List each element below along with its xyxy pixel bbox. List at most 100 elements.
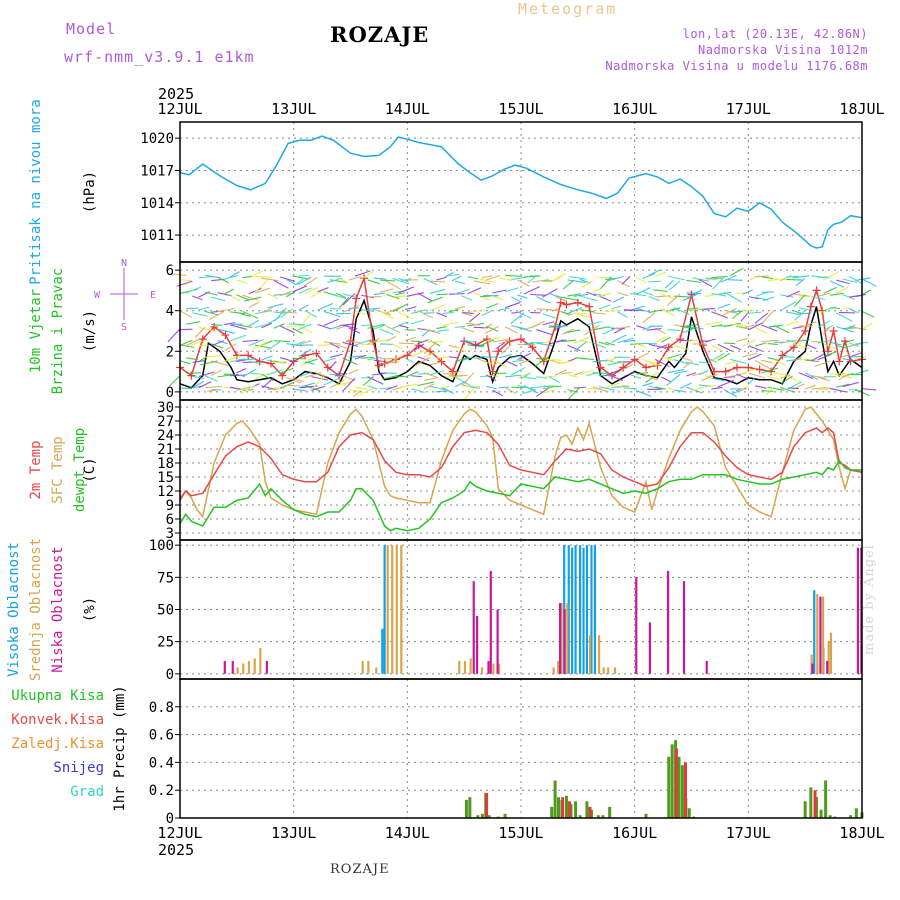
bar-visoka-oblacnost xyxy=(590,545,593,674)
series-line-2m-temp xyxy=(179,427,863,501)
bar-niska-oblacnost xyxy=(819,596,822,674)
bar-ukupna-kisa xyxy=(550,806,554,818)
y-label-cloud: Srednja Oblacnost xyxy=(28,538,44,681)
panel-precip xyxy=(464,740,864,818)
y-tick-label: 25 xyxy=(157,635,174,651)
bar-niska-oblacnost xyxy=(265,660,268,674)
bar-ukupna-kisa xyxy=(564,795,568,818)
y-tick-label: 30 xyxy=(157,400,174,416)
y-tick-label: 15 xyxy=(157,470,174,486)
panel-temperature xyxy=(179,406,863,532)
y-tick-label: 1014 xyxy=(140,196,174,212)
bar-srednja-oblacnost xyxy=(242,663,245,674)
elevation-label: Nadmorska Visina 1012m xyxy=(698,43,868,57)
gust-marker xyxy=(517,335,525,344)
gust-marker xyxy=(488,367,497,376)
bar-ukupna-kisa xyxy=(557,797,561,818)
gust-marker xyxy=(778,351,787,360)
gust-marker xyxy=(221,331,230,340)
gust-marker xyxy=(755,365,764,374)
x-tick-label-top: 18JUL xyxy=(839,100,884,118)
x-tick-label-bottom: 15JUL xyxy=(498,824,543,842)
bar-srednja-oblacnost xyxy=(367,660,370,674)
bar-srednja-oblacnost xyxy=(557,660,560,674)
y-tick-label: 100 xyxy=(149,538,174,554)
y-label-cloud: Niska Oblacnost xyxy=(50,546,66,672)
gust-marker xyxy=(829,327,838,335)
gust-marker xyxy=(698,341,707,350)
bar-srednja-oblacnost xyxy=(391,545,394,674)
bar-srednja-oblacnost xyxy=(560,603,563,674)
bar-ukupna-kisa xyxy=(849,815,853,818)
bar-srednja-oblacnost xyxy=(480,667,484,674)
bar-visoka-oblacnost xyxy=(813,590,816,674)
unit-label-temperature: (C) xyxy=(82,457,98,482)
bar-srednja-oblacnost xyxy=(253,658,256,674)
unit-label-wind: (m/s) xyxy=(82,310,98,352)
gust-marker xyxy=(494,347,503,356)
bar-visoka-oblacnost xyxy=(381,628,384,674)
compass-north: N xyxy=(121,258,127,269)
gust-marker xyxy=(403,351,412,360)
bar-srednja-oblacnost xyxy=(566,603,569,674)
x-tick-label-top: 16JUL xyxy=(612,100,657,118)
gust-marker xyxy=(374,361,383,370)
x-tick-label-bottom: 17JUL xyxy=(726,824,771,842)
year-label-top: 2025 xyxy=(158,85,194,103)
y-tick-label: 12 xyxy=(157,484,174,500)
series-line-wind-speed xyxy=(179,298,863,389)
bar-niska-oblacnost xyxy=(648,622,652,674)
y-label-temperature: dewpt Temp xyxy=(72,428,88,512)
x-tick-label-top: 15JUL xyxy=(498,100,543,118)
bar-konvek-kisa xyxy=(561,797,565,818)
panel-cloud xyxy=(223,545,863,674)
bar-ukupna-kisa xyxy=(680,765,684,818)
bar-srednja-oblacnost xyxy=(492,663,495,674)
bar-ukupna-kisa xyxy=(601,815,605,818)
x-tick-label-top: 13JUL xyxy=(271,100,316,118)
gust-marker xyxy=(278,371,287,380)
gust-marker xyxy=(676,335,685,344)
coords-label: lon,lat (20.13E, 42.86N) xyxy=(682,27,868,41)
bar-ukupna-kisa xyxy=(644,813,648,818)
y-tick-label: 2 xyxy=(166,344,174,360)
bar-ukupna-kisa xyxy=(553,780,557,818)
bar-ukupna-kisa xyxy=(503,813,507,818)
bar-ukupna-kisa xyxy=(464,799,468,818)
bar-konvek-kisa xyxy=(568,801,572,818)
y-label-wind: Brzina i Pravac xyxy=(50,268,66,394)
gust-marker xyxy=(664,343,673,352)
bar-srednja-oblacnost xyxy=(821,596,825,674)
bar-srednja-oblacnost xyxy=(361,660,364,674)
bar-srednja-oblacnost xyxy=(588,635,592,674)
bar-srednja-oblacnost xyxy=(829,632,833,674)
gust-marker xyxy=(823,347,832,356)
gust-marker xyxy=(801,327,810,335)
footer-station: ROZAJE xyxy=(330,862,390,877)
compass-south: S xyxy=(121,322,127,333)
bar-konvek-kisa xyxy=(674,748,678,818)
bar-ukupna-kisa xyxy=(468,797,472,818)
gust-marker xyxy=(846,357,855,366)
y-tick-label: 0 xyxy=(166,667,174,683)
bar-srednja-oblacnost xyxy=(463,660,467,674)
bar-ukupna-kisa xyxy=(828,815,832,818)
bar-srednja-oblacnost xyxy=(497,663,501,674)
precip-legend-label: Zaledj.Kisa xyxy=(11,736,104,752)
gust-marker xyxy=(812,286,821,295)
gust-marker xyxy=(767,367,776,376)
gust-marker xyxy=(710,367,719,376)
bar-ukupna-kisa xyxy=(687,808,691,818)
bar-ukupna-kisa xyxy=(578,815,582,818)
bar-srednja-oblacnost xyxy=(552,667,555,674)
bar-niska-oblacnost xyxy=(223,660,226,674)
bar-ukupna-kisa xyxy=(476,815,480,818)
bar-niska-oblacnost xyxy=(826,660,829,674)
bar-srednja-oblacnost xyxy=(827,641,830,674)
gust-marker xyxy=(556,298,565,307)
bar-visoka-oblacnost xyxy=(574,545,577,674)
page-title: ROZAJE xyxy=(330,22,430,47)
bar-niska-oblacnost xyxy=(489,570,492,674)
bar-ukupna-kisa xyxy=(487,815,491,818)
bar-konvek-kisa xyxy=(485,792,489,818)
